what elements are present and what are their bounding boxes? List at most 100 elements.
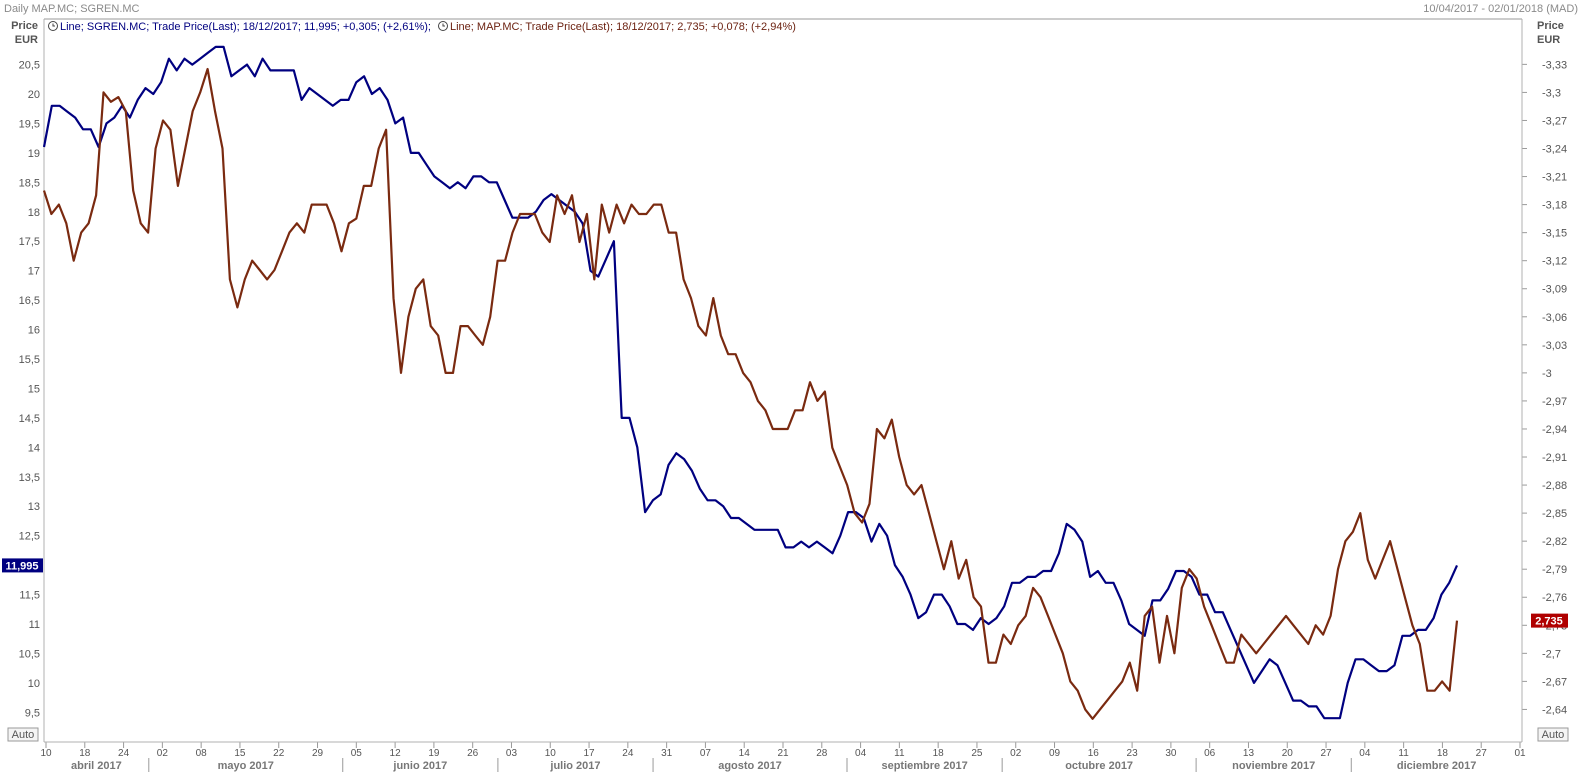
left-tick-label: 12,5 bbox=[19, 531, 40, 543]
left-tick-label: 13,5 bbox=[19, 472, 40, 484]
right-tick-label: -3,15 bbox=[1542, 228, 1567, 240]
x-tick-label: 18 bbox=[79, 748, 91, 759]
x-tick-label: 04 bbox=[855, 748, 867, 759]
left-tick-label: 19 bbox=[28, 148, 40, 160]
legend-entry-map: Line; MAP.MC; Trade Price(Last); 18/12/2… bbox=[450, 21, 796, 33]
left-axis-title-currency: EUR bbox=[15, 34, 38, 46]
month-label: septiembre 2017 bbox=[881, 760, 967, 772]
x-tick-label: 27 bbox=[1476, 748, 1488, 759]
right-tick-label: -2,76 bbox=[1542, 592, 1567, 604]
right-tick-label: -2,94 bbox=[1542, 424, 1567, 436]
series-line-map[interactable] bbox=[42, 67, 1459, 720]
auto-scale-right-button[interactable]: Auto bbox=[1537, 727, 1569, 742]
x-tick-label: 16 bbox=[1088, 748, 1100, 759]
left-tick-label: 18 bbox=[28, 207, 40, 219]
left-axis-title-price: Price bbox=[11, 20, 38, 32]
left-tick-label: 17,5 bbox=[19, 236, 40, 248]
x-tick-label: 14 bbox=[739, 748, 751, 759]
x-tick-label: 11 bbox=[1398, 748, 1409, 759]
x-tick-label: 31 bbox=[661, 748, 673, 759]
right-tick-label: -2,7 bbox=[1542, 648, 1561, 660]
x-tick-label: 18 bbox=[1437, 748, 1449, 759]
x-tick-label: 19 bbox=[428, 748, 440, 759]
x-tick-label: 13 bbox=[1243, 748, 1255, 759]
right-tick-label: -2,64 bbox=[1542, 704, 1567, 716]
x-tick-label: 23 bbox=[1127, 748, 1139, 759]
left-tick-label: 9,5 bbox=[25, 707, 40, 719]
x-tick-label: 21 bbox=[777, 748, 789, 759]
x-tick-label: 30 bbox=[1165, 748, 1177, 759]
x-tick-label: 08 bbox=[196, 748, 208, 759]
svg-text:2,735: 2,735 bbox=[1535, 616, 1563, 628]
svg-text:Auto: Auto bbox=[1542, 729, 1565, 741]
month-label: junio 2017 bbox=[392, 760, 447, 772]
left-tick-label: 16,5 bbox=[19, 295, 40, 307]
legend-entry-sgren: Line; SGREN.MC; Trade Price(Last); 18/12… bbox=[60, 21, 431, 33]
right-tick-label: -3,12 bbox=[1542, 256, 1567, 268]
x-tick-label: 10 bbox=[545, 748, 557, 759]
left-tick-label: 11 bbox=[29, 619, 40, 631]
x-tick-label: 27 bbox=[1320, 748, 1332, 759]
left-tick-label: 13 bbox=[28, 501, 40, 513]
right-tick-label: -3,3 bbox=[1542, 87, 1561, 99]
x-tick-label: 18 bbox=[933, 748, 945, 759]
right-tick-label: -3,18 bbox=[1542, 200, 1567, 212]
x-tick-label: 09 bbox=[1049, 748, 1061, 759]
left-tick-label: 20 bbox=[28, 89, 40, 101]
svg-text:Auto: Auto bbox=[12, 729, 35, 741]
right-tick-label: -2,67 bbox=[1542, 676, 1567, 688]
date-range: 10/04/2017 - 02/01/2018 (MAD) bbox=[1423, 3, 1578, 15]
x-tick-label: 15 bbox=[234, 748, 246, 759]
x-tick-label: 04 bbox=[1359, 748, 1371, 759]
right-tick-label: -3,21 bbox=[1542, 172, 1567, 184]
month-label: diciembre 2017 bbox=[1397, 760, 1477, 772]
left-tick-label: 11,5 bbox=[19, 590, 40, 602]
left-tick-label: 20,5 bbox=[19, 60, 40, 72]
x-tick-label: 12 bbox=[390, 748, 402, 759]
last-value-badge-map: 2,735 bbox=[1531, 613, 1568, 628]
right-tick-label: -3 bbox=[1542, 368, 1552, 380]
right-tick-label: -3,24 bbox=[1542, 144, 1567, 156]
left-tick-label: 10 bbox=[28, 678, 40, 690]
month-label: julio 2017 bbox=[549, 760, 600, 772]
auto-scale-left-button[interactable]: Auto bbox=[7, 727, 39, 742]
month-label: octubre 2017 bbox=[1065, 760, 1133, 772]
series-line-sgren[interactable] bbox=[42, 45, 1459, 720]
svg-text:11,995: 11,995 bbox=[5, 560, 38, 572]
right-axis-title-currency: EUR bbox=[1537, 34, 1560, 46]
x-tick-label: 01 bbox=[1514, 748, 1526, 759]
left-tick-label: 18,5 bbox=[19, 177, 40, 189]
x-tick-label: 25 bbox=[971, 748, 983, 759]
left-tick-label: 15 bbox=[28, 383, 40, 395]
x-tick-label: 05 bbox=[351, 748, 363, 759]
legend-clock-hand-map bbox=[442, 23, 445, 27]
right-tick-label: -3,33 bbox=[1542, 59, 1567, 71]
right-tick-label: -2,88 bbox=[1542, 480, 1567, 492]
chart-title: Daily MAP.MC; SGREN.MC bbox=[4, 3, 140, 15]
x-tick-label: 07 bbox=[700, 748, 712, 759]
left-axis: 20,5 20 19,5 19 18,5 18 17,5 17 16,5 16 15,5 15 14,5… bbox=[19, 60, 40, 720]
left-tick-label: 14,5 bbox=[19, 413, 40, 425]
right-axis-title-price: Price bbox=[1537, 20, 1564, 32]
x-tick-label: 26 bbox=[467, 748, 479, 759]
right-tick-label: -2,97 bbox=[1542, 396, 1567, 408]
right-tick-label: -2,82 bbox=[1542, 536, 1567, 548]
x-tick-label: 28 bbox=[816, 748, 828, 759]
left-tick-label: 14 bbox=[28, 442, 40, 454]
right-tick-label: -3,09 bbox=[1542, 284, 1567, 296]
x-tick-label: 02 bbox=[1010, 748, 1022, 759]
left-tick-label: 10,5 bbox=[19, 648, 40, 660]
month-label: noviembre 2017 bbox=[1232, 760, 1315, 772]
month-label: mayo 2017 bbox=[218, 760, 274, 772]
x-tick-label: 02 bbox=[157, 748, 169, 759]
x-tick-label: 17 bbox=[583, 748, 595, 759]
x-tick-label: 22 bbox=[273, 748, 285, 759]
right-tick-label: -2,91 bbox=[1542, 452, 1567, 464]
x-tick-label: 29 bbox=[312, 748, 324, 759]
right-tick-label: -3,06 bbox=[1542, 312, 1567, 324]
x-tick-label: 11 bbox=[894, 748, 905, 759]
x-tick-label: 03 bbox=[506, 748, 518, 759]
right-axis: -3,33 -3,3 -3,27 -3,24 -3,21 -3,18 -3,15 -3,12 -… bbox=[1522, 59, 1567, 716]
month-label: agosto 2017 bbox=[718, 760, 782, 772]
left-tick-label: 17 bbox=[28, 266, 40, 278]
